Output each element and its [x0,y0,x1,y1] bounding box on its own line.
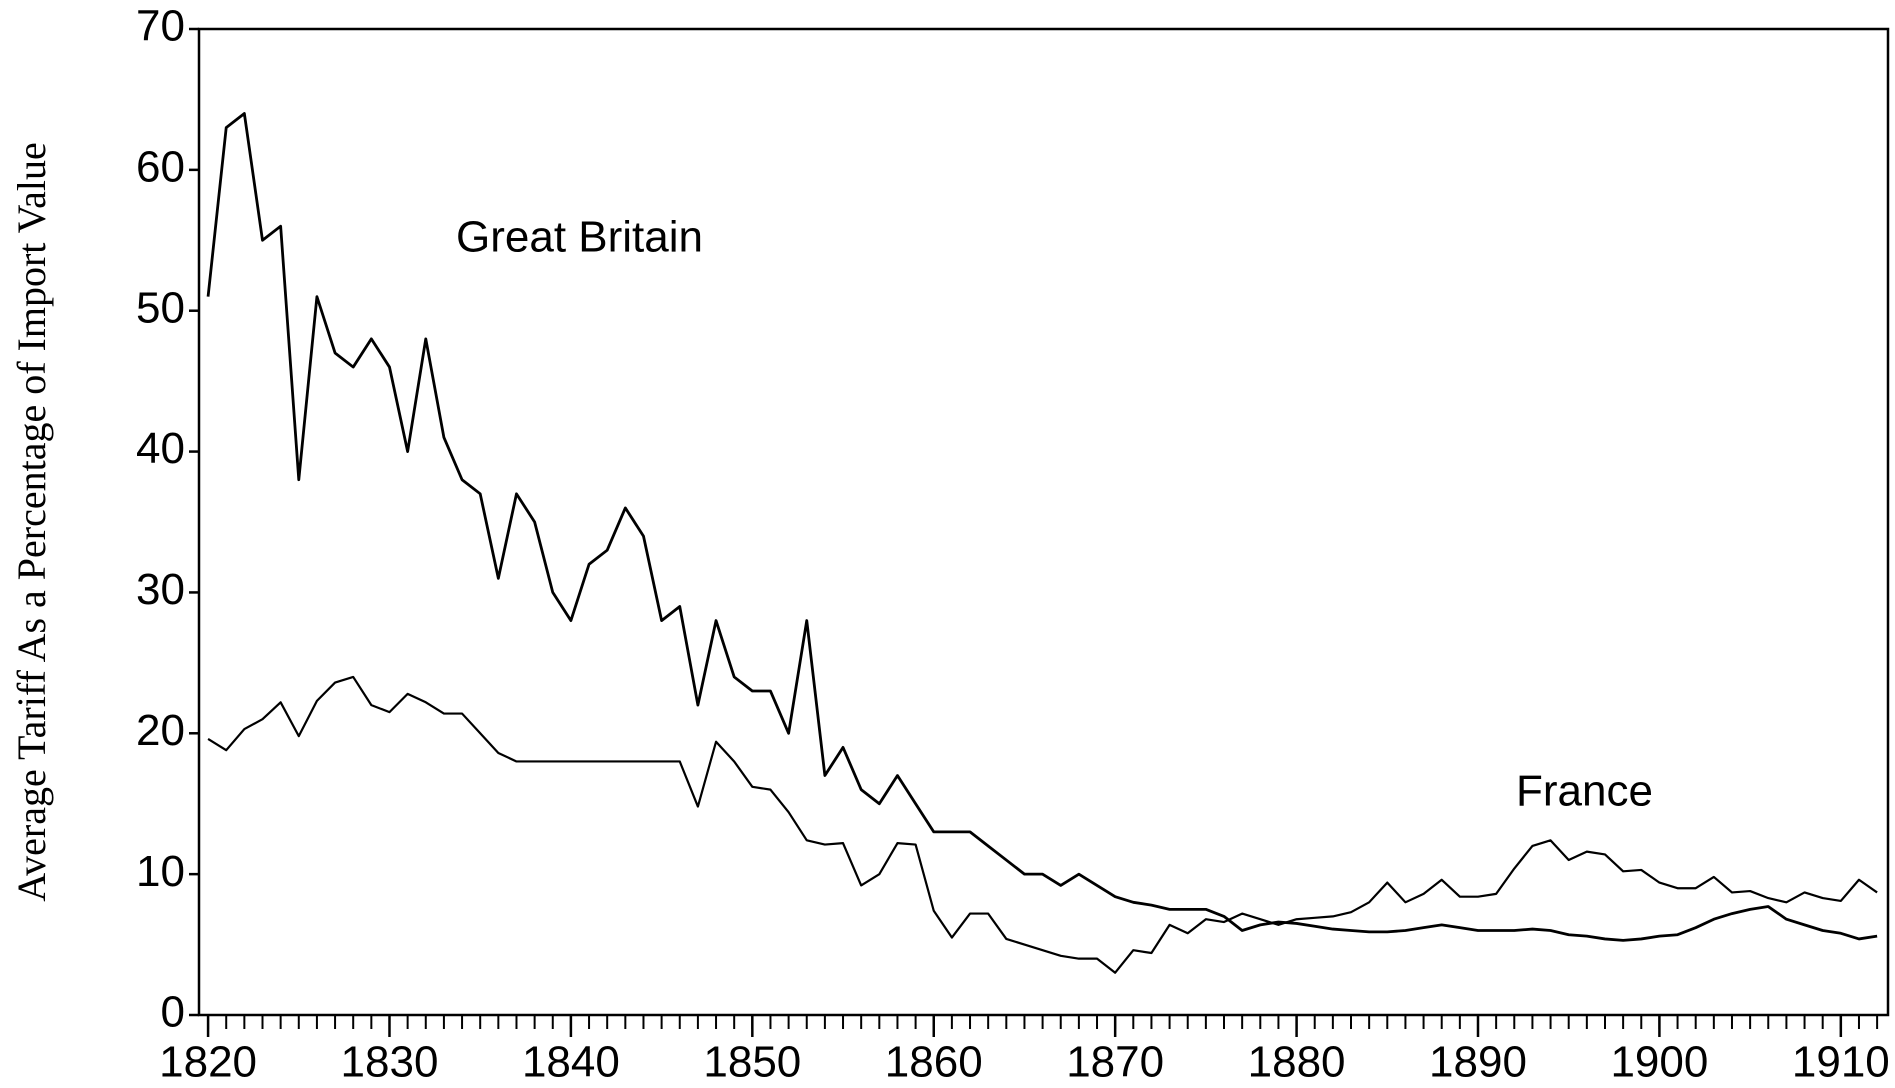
series-annotation: France [1516,767,1653,816]
x-tick-label: 1840 [522,1038,620,1087]
x-tick-label: 1820 [159,1038,257,1087]
y-axis-label: Average Tariff As a Percentage of Import… [9,142,54,902]
y-tick-label: 60 [136,142,185,191]
x-tick-label: 1860 [885,1038,983,1087]
y-tick-label: 0 [161,988,185,1037]
x-tick-label: 1880 [1248,1038,1346,1087]
x-tick-label: 1850 [703,1038,801,1087]
series-annotation: Great Britain [456,213,703,262]
x-tick-label: 1890 [1429,1038,1527,1087]
y-tick-label: 30 [136,565,185,614]
y-tick-label: 70 [136,2,185,51]
x-tick-label: 1900 [1610,1038,1708,1087]
y-tick-label: 10 [136,847,185,896]
x-tick-label: 1910 [1792,1038,1890,1087]
x-tick-label: 1870 [1066,1038,1164,1087]
series-line [206,112,1878,942]
y-tick-label: 20 [136,706,185,755]
y-tick-label: 40 [136,424,185,473]
y-tick-label: 50 [136,283,185,332]
x-tick-label: 1830 [341,1038,439,1087]
series-line [207,675,1878,974]
plot-frame [197,27,1890,1017]
